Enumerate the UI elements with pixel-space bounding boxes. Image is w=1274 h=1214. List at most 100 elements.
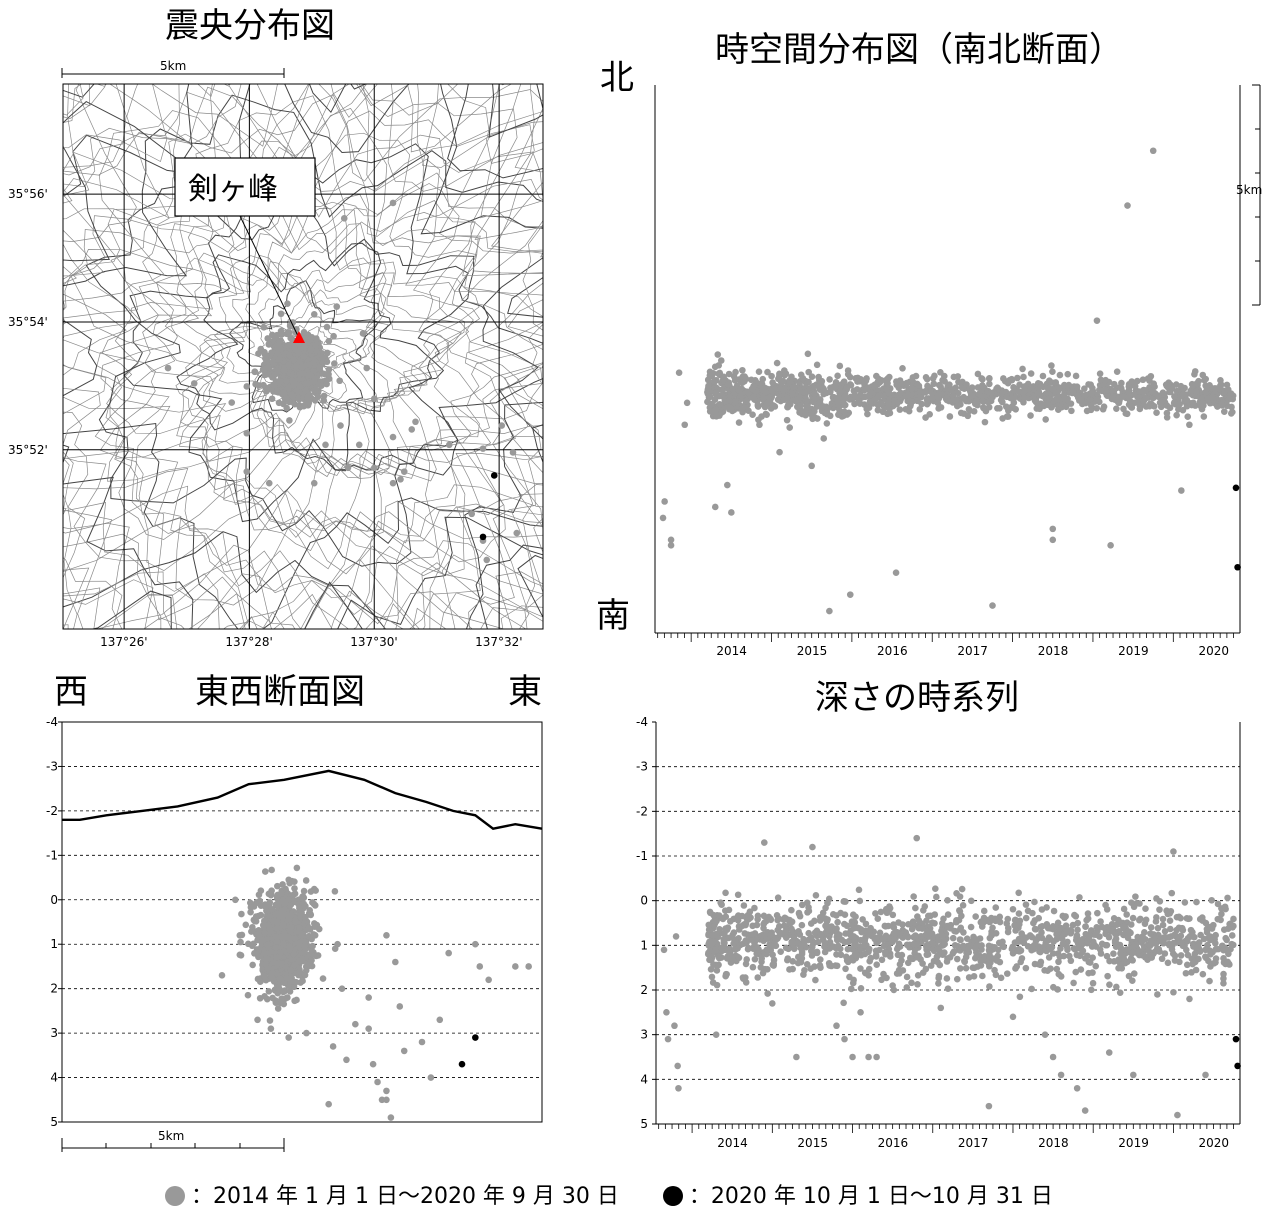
map-point [243, 429, 251, 437]
dt-point [754, 974, 762, 981]
ts-point [1139, 376, 1147, 384]
ew-cluster-point [285, 915, 293, 923]
black-circle-icon [662, 1186, 683, 1206]
map-cluster-point [311, 386, 319, 394]
dt-point [707, 966, 715, 973]
ew-cluster-point [264, 941, 272, 948]
map-cluster-point [331, 360, 338, 367]
dt-point [1224, 925, 1232, 933]
ts-point [1202, 375, 1210, 383]
ew-cluster-point [291, 934, 299, 942]
dt-point [858, 928, 865, 936]
dt-point [941, 940, 948, 948]
ts-point [1093, 404, 1101, 412]
dt-point [716, 926, 723, 933]
dt-point [724, 955, 731, 962]
ts-point [1093, 396, 1100, 403]
ew-point [472, 940, 479, 948]
ts-point [1049, 368, 1056, 375]
contour-line [123, 171, 475, 523]
dt-point [1024, 942, 1032, 950]
dt-point [1022, 901, 1030, 908]
dt-point [943, 958, 951, 965]
ew-cluster-point [298, 957, 306, 964]
dt-point [846, 973, 853, 981]
dt-point [967, 923, 975, 931]
map-point [228, 399, 236, 406]
dt-point [1031, 898, 1038, 906]
dt-point [1098, 923, 1106, 931]
contour-line [63, 86, 543, 629]
dt-point [718, 944, 725, 952]
dt-point [1195, 943, 1202, 951]
ts-point [865, 404, 873, 411]
dt-point [833, 1022, 840, 1030]
map-cluster-point [300, 352, 308, 360]
dt-point [1116, 989, 1124, 996]
dt-point [1223, 936, 1230, 944]
ew-cluster-point [238, 910, 245, 918]
ew-point [485, 976, 492, 984]
map-cluster-point [280, 400, 287, 408]
map-cluster-point [286, 351, 294, 359]
contour-line [63, 84, 543, 629]
ts-point [724, 481, 731, 489]
ts-point [1120, 405, 1127, 413]
dt-point [912, 904, 919, 912]
dt-point [765, 913, 773, 921]
dt-point [1152, 918, 1160, 925]
dt-point [754, 912, 762, 920]
ts-point [711, 503, 719, 511]
ts-point [783, 416, 791, 424]
dt-point [822, 904, 829, 912]
ts-point [946, 381, 953, 388]
dt-point [664, 1035, 672, 1043]
dt-point [896, 961, 904, 968]
dt-point [823, 918, 831, 925]
dt-point [1168, 942, 1176, 950]
ts-point [1229, 408, 1236, 416]
ts-point [994, 384, 1002, 392]
ew-y-tick-label: 0 [50, 893, 58, 907]
dt-point [793, 1053, 800, 1061]
ts-point [854, 378, 861, 385]
ts-point [1034, 390, 1042, 397]
dt-point [1074, 926, 1081, 934]
dt-point [944, 911, 952, 918]
dt-point [1015, 938, 1023, 945]
map-cluster-point [294, 349, 302, 357]
ew-cluster-point [307, 911, 315, 919]
dt-point [1146, 942, 1154, 950]
dt-point [1204, 941, 1211, 949]
ts-point [1128, 378, 1136, 385]
dt-point [746, 908, 754, 916]
dt-point [675, 1084, 682, 1092]
ts-point [754, 401, 762, 409]
legend-gray-text: ：2014 年 1 月 1 日～2020 年 9 月 30 日 [191, 1184, 619, 1209]
dt-point [811, 929, 819, 936]
dt-point [763, 946, 771, 954]
dt-point [1212, 939, 1219, 947]
contour-line [214, 273, 385, 429]
dt-point [1115, 964, 1122, 972]
ew-y-tick-label: -1 [46, 848, 58, 862]
ts-point [715, 362, 723, 369]
legend: ：2014 年 1 月 1 日～2020 年 9 月 30 日 ：2020 年 … [165, 1182, 1053, 1212]
dt-point [1170, 848, 1177, 855]
map-cluster-point [285, 361, 293, 369]
map-cluster-point [268, 395, 276, 403]
contour-line [164, 209, 470, 479]
dt-point [764, 990, 771, 997]
contour-line [176, 242, 445, 472]
ts-point [916, 388, 924, 396]
ew-cluster-point [247, 908, 254, 916]
dt-point [728, 955, 736, 963]
map-cluster-point [320, 397, 328, 404]
dt-point [1050, 907, 1058, 915]
dt-point [1009, 1013, 1017, 1021]
dt-point [784, 956, 791, 964]
ew-cluster-point [273, 938, 281, 945]
ts-point [1102, 376, 1109, 384]
dt-point [715, 961, 722, 969]
map-point [509, 449, 517, 456]
